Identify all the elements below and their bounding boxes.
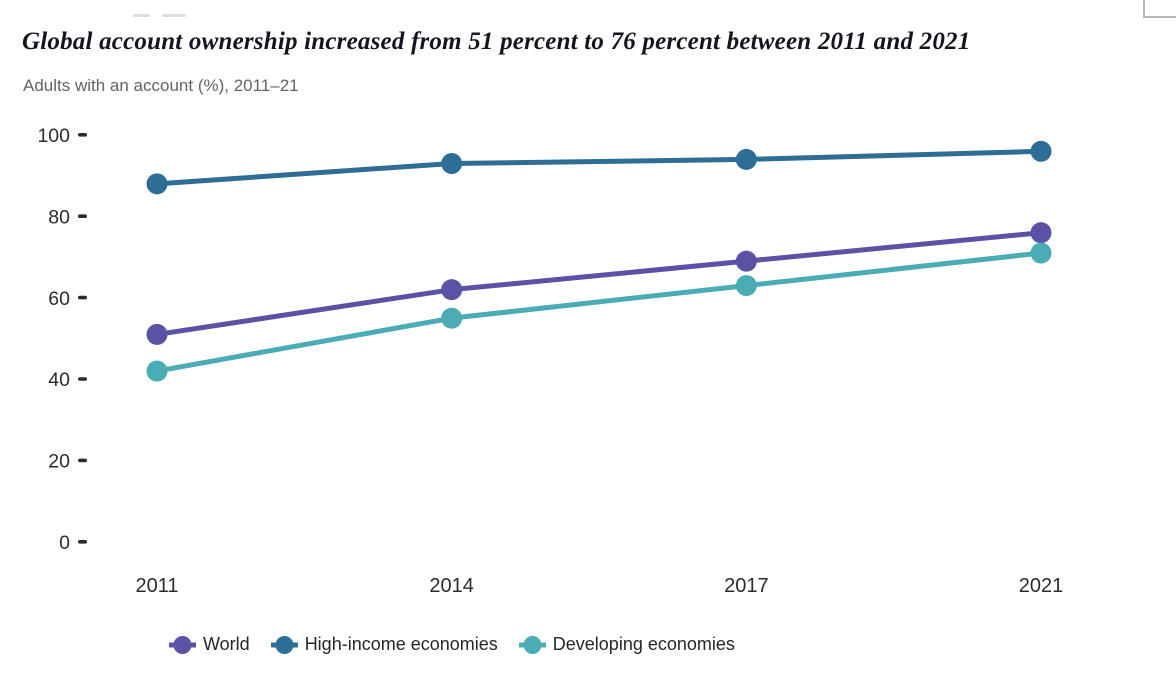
chart-legend: World High-income economies Developing e… (169, 634, 735, 655)
data-point-high-income-economies-2017[interactable] (735, 148, 757, 170)
data-point-world-2011[interactable] (146, 323, 168, 345)
line-marker-icon (169, 635, 196, 654)
cropped-panel-corner (1143, 0, 1176, 18)
data-point-high-income-economies-2011[interactable] (146, 173, 168, 195)
legend-label: Developing economies (552, 634, 735, 654)
data-point-developing-economies-2017[interactable] (735, 275, 757, 297)
data-point-high-income-economies-2014[interactable] (441, 152, 463, 174)
chart-subtitle: Adults with an account (%), 2011–21 (23, 76, 299, 95)
svg-text:20: 20 (48, 451, 70, 473)
legend-item-developing-economies[interactable]: Developing economies (518, 634, 735, 655)
svg-text:2021: 2021 (1019, 575, 1064, 597)
data-point-world-2014[interactable] (441, 279, 463, 301)
legend-item-high-income-economies[interactable]: High-income economies (270, 634, 498, 655)
chart-title: Global account ownership increased from … (22, 28, 971, 55)
data-point-developing-economies-2014[interactable] (441, 307, 463, 329)
line-chart-plot-area: 0 20 40 60 80 100 2011 2014 2017 2021 (37, 125, 1064, 597)
data-point-developing-economies-2011[interactable] (146, 360, 168, 382)
line-marker-icon (518, 635, 546, 654)
svg-text:2011: 2011 (135, 575, 178, 597)
svg-text:100: 100 (37, 125, 70, 147)
svg-text:2017: 2017 (724, 575, 769, 597)
svg-text:40: 40 (48, 369, 70, 391)
data-point-world-2021[interactable] (1030, 222, 1052, 244)
legend-item-world[interactable]: World (169, 634, 250, 655)
svg-text:2014: 2014 (429, 575, 474, 597)
svg-text:80: 80 (48, 206, 70, 228)
data-point-developing-economies-2021[interactable] (1030, 242, 1052, 264)
legend-label: High-income economies (304, 634, 498, 654)
cropped-text-artifact (162, 14, 186, 17)
data-point-high-income-economies-2021[interactable] (1030, 140, 1052, 162)
svg-text:0: 0 (59, 532, 70, 554)
data-point-world-2017[interactable] (735, 250, 757, 272)
cropped-text-artifact (133, 14, 150, 17)
legend-label: World (203, 634, 250, 654)
line-marker-icon (270, 635, 298, 654)
svg-text:60: 60 (48, 288, 70, 310)
